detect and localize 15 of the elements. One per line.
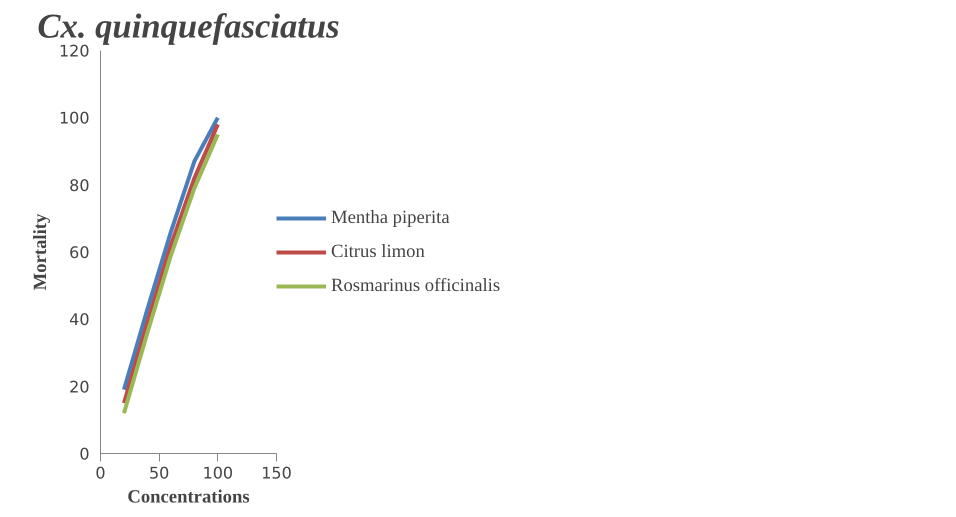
y-tick-label: 60 — [69, 243, 90, 262]
legend-label: Citrus limon — [331, 240, 425, 262]
y-tick-label: 40 — [69, 310, 90, 330]
y-tick-label: 0 — [79, 444, 90, 464]
x-tick-label: 100 — [202, 464, 234, 482]
y-tick-label: 100 — [58, 108, 90, 128]
x-tick-label: 150 — [261, 464, 292, 482]
legend-label: Mentha piperita — [331, 206, 450, 228]
y-axis-title: Mortality — [30, 212, 51, 290]
legend-label: Rosmarinus officinalis — [331, 274, 500, 296]
y-tick-label: 20 — [69, 377, 90, 396]
x-tick-label: 50 — [148, 464, 170, 482]
x-axis-title: Concentrations — [127, 486, 250, 508]
y-tick-label: 80 — [69, 176, 90, 195]
x-tick-label: 0 — [95, 464, 106, 482]
